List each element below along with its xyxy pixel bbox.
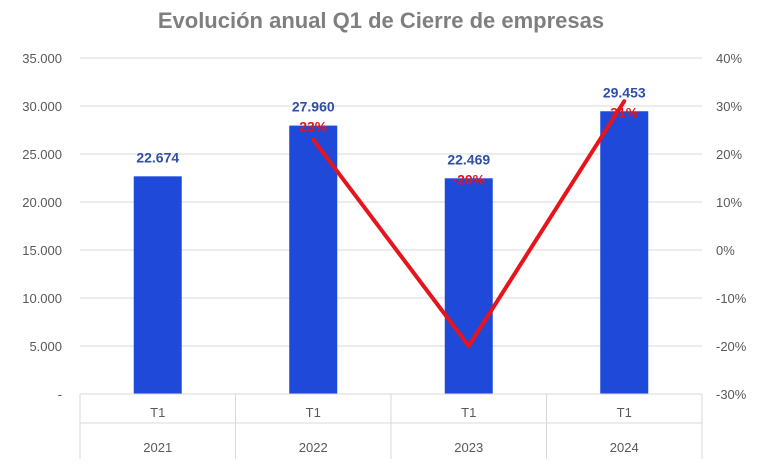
axes: - 5.000 10.000 15.000 20.000 25.000 30.000 35.0… <box>22 51 747 402</box>
change-line-path <box>311 99 627 348</box>
y-right-tick-label: 30% <box>716 99 742 114</box>
bar <box>444 178 493 394</box>
bar-value-label: 27.960 <box>292 99 335 115</box>
data-labels: 22.674 27.960 22.469 29.453 23% -20% 31% <box>136 84 646 187</box>
y-left-tick-label: 10.000 <box>22 291 62 306</box>
y-left-tick-label: 25.000 <box>22 147 62 162</box>
bar <box>600 111 649 395</box>
bar <box>289 125 338 395</box>
y-left-tick-label: - <box>58 387 62 402</box>
bar <box>133 176 182 394</box>
x-tick-label-year: 2022 <box>299 440 328 455</box>
y-left-tick-label: 15.000 <box>22 243 62 258</box>
x-tick-label-year: 2021 <box>143 440 172 455</box>
x-tick-label-quarter: T1 <box>306 405 321 420</box>
gridlines <box>80 57 702 395</box>
category-axis: T1 T1 T1 T1 2021 2022 2023 2024 <box>79 393 703 459</box>
x-tick-label-quarter: T1 <box>617 405 632 420</box>
change-pct-label: 31% <box>610 104 639 120</box>
change-pct-label: -20% <box>452 171 485 187</box>
y-right-tick-label: -20% <box>716 339 747 354</box>
y-right-tick-label: -10% <box>716 291 747 306</box>
x-tick-label-quarter: T1 <box>461 405 476 420</box>
bars <box>133 111 649 395</box>
y-right-tick-label: -30% <box>716 387 747 402</box>
y-right-tick-label: 40% <box>716 51 742 66</box>
y-left-tick-label: 20.000 <box>22 195 62 210</box>
y-right-tick-label: 0% <box>716 243 735 258</box>
bar-value-label: 22.674 <box>136 149 179 165</box>
y-left-tick-label: 5.000 <box>29 339 62 354</box>
x-tick-label-year: 2024 <box>610 440 639 455</box>
bar-value-label: 22.469 <box>447 151 490 167</box>
y-left-tick-label: 35.000 <box>22 51 62 66</box>
y-right-tick-label: 10% <box>716 195 742 210</box>
y-right-tick-label: 20% <box>716 147 742 162</box>
x-tick-label-quarter: T1 <box>150 405 165 420</box>
y-left-tick-label: 30.000 <box>22 99 62 114</box>
bar-value-label: 29.453 <box>603 84 646 100</box>
chart-title: Evolución anual Q1 de Cierre de empresas <box>158 8 604 33</box>
change-pct-label: 23% <box>299 119 328 135</box>
x-tick-label-year: 2023 <box>454 440 483 455</box>
change-line <box>311 99 627 348</box>
